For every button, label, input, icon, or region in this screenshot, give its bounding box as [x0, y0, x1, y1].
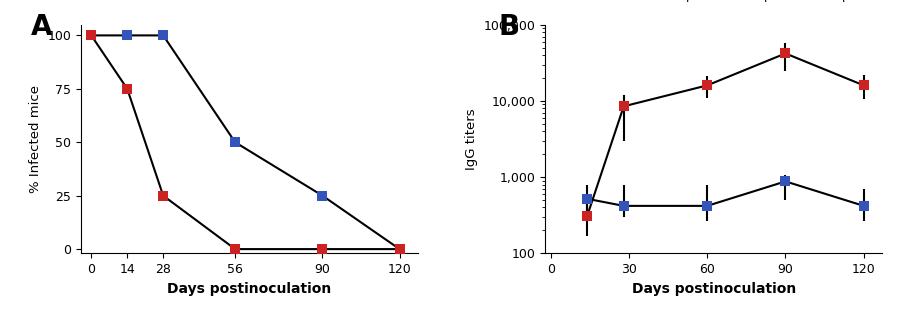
Y-axis label: % Infected mice: % Infected mice	[29, 85, 41, 193]
Text: A: A	[31, 13, 52, 41]
Text: B: B	[499, 13, 519, 41]
X-axis label: Days postinoculation: Days postinoculation	[632, 282, 796, 296]
Text: p≤0.05: p≤0.05	[686, 0, 729, 2]
X-axis label: Days postinoculation: Days postinoculation	[167, 282, 331, 296]
Y-axis label: IgG titers: IgG titers	[465, 108, 478, 170]
Text: p≤0.05: p≤0.05	[842, 0, 886, 2]
Text: p≤0.01: p≤0.01	[764, 0, 807, 2]
